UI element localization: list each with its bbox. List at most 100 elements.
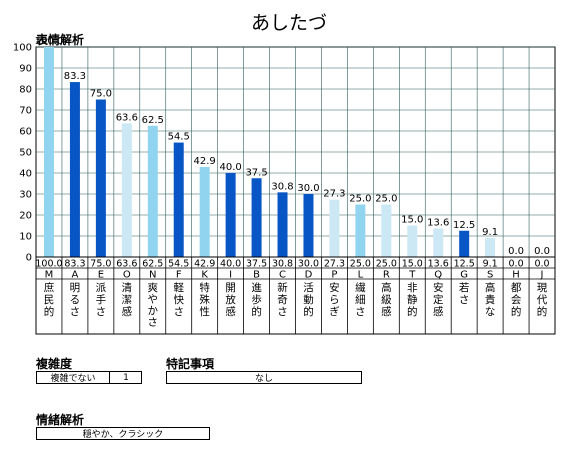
notes-text: なし [254, 374, 273, 384]
bar-M [43, 47, 54, 257]
bar-L [355, 204, 366, 257]
bar-value-label: 83.3 [64, 71, 86, 82]
y-tick-label: 10 [19, 232, 32, 243]
bar-D [303, 194, 314, 257]
x-category-char: さ [459, 294, 470, 306]
x-category-char: 軽 [173, 282, 184, 294]
complexity-label: 複雑度 [36, 357, 73, 371]
y-tick-label: 80 [19, 85, 32, 96]
x-category-char: 高 [381, 281, 392, 294]
bar-R [381, 204, 392, 257]
x-category-char: 奇 [277, 293, 288, 306]
x-category-char: 級 [381, 293, 392, 306]
x-code-label: K [201, 270, 208, 281]
y-tick-label: 70 [19, 106, 32, 117]
x-code-label: P [331, 270, 337, 281]
bar-value-label: 30.8 [271, 181, 293, 192]
x-code-label: H [512, 270, 520, 281]
bar-value-label: 27.3 [323, 189, 345, 200]
table-value-label: 15.0 [402, 259, 423, 270]
table-value-label: 40.0 [220, 259, 241, 270]
x-category-char: 高 [485, 281, 496, 294]
x-category-char: ぎ [329, 305, 340, 318]
bar-T [407, 225, 418, 257]
x-category-char: 都 [511, 282, 522, 294]
table-value-label: 30.8 [272, 259, 293, 270]
x-category-char: 細 [355, 293, 366, 306]
complexity-value: 1 [123, 372, 129, 383]
notes-label: 特記事項 [166, 357, 215, 371]
x-category-char: 代 [537, 294, 548, 306]
bar-value-label: 25.0 [349, 194, 371, 205]
x-code-label: J [540, 270, 544, 281]
x-category-char: 貴 [485, 293, 496, 306]
table-value-label: 42.9 [194, 259, 215, 270]
x-category-char: ら [329, 294, 340, 306]
x-code-label: N [149, 270, 156, 281]
emotion-text: 穏やか、クラシック [82, 430, 164, 440]
table-value-label: 30.0 [298, 259, 319, 270]
bar-B [251, 178, 262, 257]
x-category-char: 潔 [122, 293, 133, 306]
bar-A [69, 82, 80, 257]
table-value-label: 27.3 [324, 259, 345, 270]
bar-value-label: 37.5 [245, 167, 267, 178]
table-value-label: 54.5 [168, 259, 189, 270]
y-tick-label: 20 [19, 211, 32, 222]
x-category-char: さ [70, 306, 81, 318]
x-category-char: 的 [537, 305, 548, 318]
table-value-label: 75.0 [90, 259, 111, 270]
x-category-char: 動 [303, 293, 314, 306]
x-category-char: さ [277, 306, 288, 318]
bar-F [173, 142, 184, 257]
x-category-char: 的 [44, 305, 55, 318]
x-category-char: や [148, 294, 159, 306]
bar-K [199, 166, 210, 257]
bar-N [147, 125, 158, 257]
table-value-label: 62.5 [142, 259, 163, 270]
table-value-label: 13.6 [428, 259, 449, 270]
table-value-label: 63.6 [116, 259, 137, 270]
x-code-label: Q [434, 270, 442, 281]
x-code-label: F [176, 270, 182, 281]
table-value-label: 25.0 [376, 259, 397, 270]
x-category-char: 繊 [355, 281, 366, 294]
x-code-label: D [305, 270, 313, 281]
table-value-label: 83.3 [64, 259, 85, 270]
bar-value-label: 25.0 [375, 194, 397, 205]
complexity-box: 複雑でない 1 [36, 371, 142, 384]
x-code-label: B [253, 270, 260, 281]
bar-value-label: 75.0 [90, 89, 112, 100]
bar-value-label: 42.9 [194, 156, 216, 167]
x-category-char: 性 [199, 305, 210, 318]
x-code-label: M [45, 270, 54, 281]
bar-value-label: 0.0 [508, 246, 524, 257]
x-code-label: I [229, 270, 232, 281]
x-category-char: 庶 [44, 281, 55, 294]
x-category-char: 的 [251, 305, 262, 318]
y-tick-label: 40 [19, 169, 32, 180]
bar-value-label: 9.1 [482, 227, 498, 238]
bar-value-label: 15.0 [401, 215, 423, 226]
bar-C [277, 192, 288, 257]
x-category-char: 手 [96, 293, 107, 306]
x-category-char: 派 [96, 282, 107, 294]
x-category-char: か [148, 305, 159, 317]
bar-value-label: 62.5 [142, 115, 164, 126]
bar-value-label: 0.0 [534, 246, 550, 257]
x-category-char: 進 [251, 282, 262, 294]
bar-value-label: 40.0 [219, 162, 241, 173]
bar-value-label: 100.0 [35, 36, 64, 47]
bar-G [459, 230, 470, 257]
bar-Q [433, 228, 444, 257]
bar-value-label: 63.6 [116, 112, 138, 123]
x-category-char: 放 [225, 293, 236, 306]
x-category-char: 明 [70, 282, 81, 294]
x-code-label: O [123, 270, 131, 281]
bar-value-label: 54.5 [168, 132, 190, 143]
notes-box: なし [166, 371, 362, 384]
y-tick-label: 0 [26, 253, 32, 264]
x-category-char: 感 [225, 305, 236, 318]
y-tick-label: 100 [13, 43, 32, 54]
bar-O [121, 123, 132, 257]
